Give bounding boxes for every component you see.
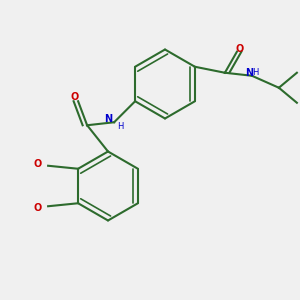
- Text: O: O: [71, 92, 79, 102]
- Text: N: N: [245, 68, 253, 78]
- Text: O: O: [34, 203, 42, 213]
- Text: O: O: [236, 44, 244, 54]
- Text: H: H: [252, 68, 258, 77]
- Text: H: H: [117, 122, 123, 131]
- Text: O: O: [34, 159, 42, 169]
- Text: N: N: [104, 114, 112, 124]
